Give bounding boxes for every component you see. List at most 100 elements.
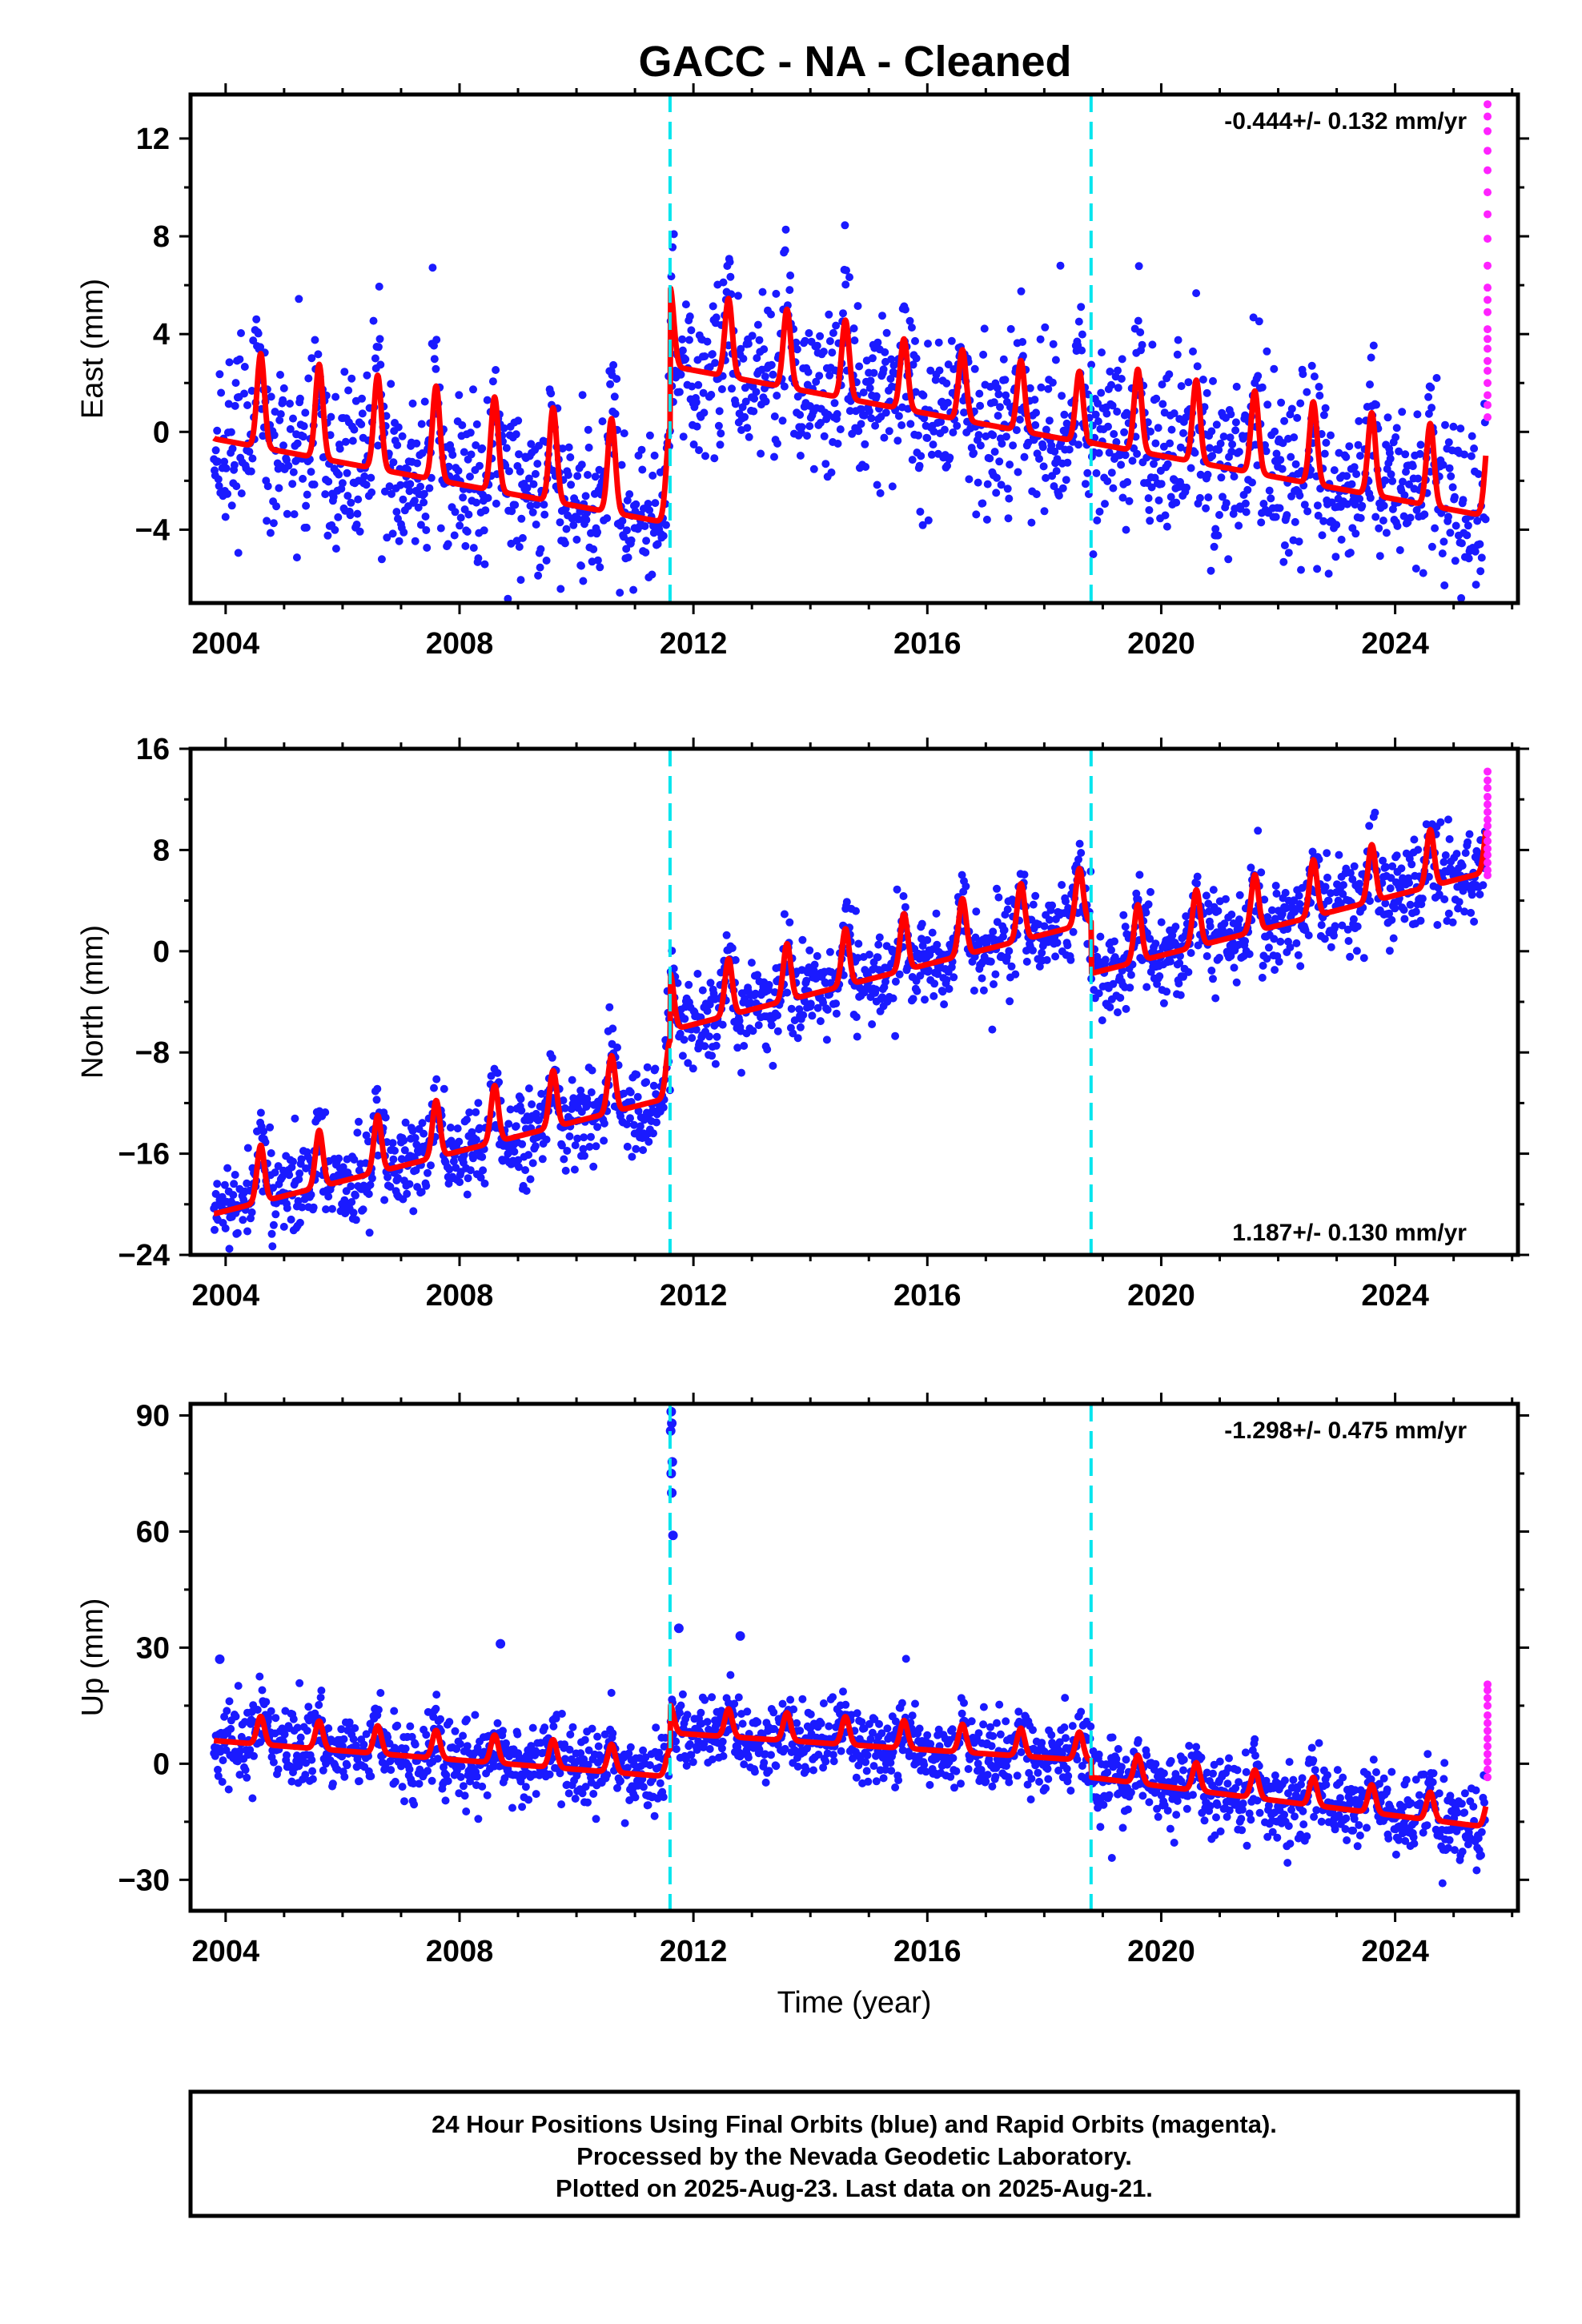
x-tick-label: 2012	[660, 627, 728, 661]
figure-title: GACC - NA - Cleaned	[638, 38, 1071, 86]
rapid-orbit-point	[1484, 1727, 1492, 1735]
rapid-orbit-point	[1484, 1734, 1492, 1743]
rapid-orbit-point	[1484, 1701, 1492, 1710]
rapid-orbit-point	[1484, 100, 1492, 109]
rapid-orbit-point	[1484, 188, 1492, 197]
x-axis-label: Time (year)	[777, 1986, 932, 2020]
x-tick-label: 2024	[1361, 1935, 1429, 1968]
rapid-orbit-point	[1484, 308, 1492, 316]
rate-label: -1.298+/- 0.475 mm/yr	[1224, 1417, 1467, 1444]
x-tick-label: 2012	[660, 1279, 728, 1313]
rapid-orbit-point	[1484, 412, 1492, 421]
x-tick-label: 2024	[1361, 1279, 1429, 1313]
model-curve	[211, 826, 1489, 1216]
rapid-orbit-point	[1484, 1719, 1492, 1727]
rapid-orbit-point	[1484, 844, 1492, 853]
rapid-orbit-point	[1484, 850, 1492, 859]
rapid-orbit-point	[1484, 871, 1492, 879]
x-tick-label: 2008	[426, 1279, 494, 1313]
rapid-orbit-point	[1484, 1686, 1492, 1695]
x-tick-label: 2016	[893, 627, 962, 661]
y-tick-label: 4	[153, 318, 170, 352]
rapid-orbit-point	[1484, 1694, 1492, 1703]
rapid-orbit-point	[1484, 800, 1492, 809]
rapid-orbit-point	[1484, 808, 1492, 816]
y-tick-label: 0	[153, 935, 170, 969]
rapid-orbit-point	[1484, 379, 1492, 388]
rapid-orbit-point	[1484, 793, 1492, 802]
y-tick-label: 8	[153, 220, 170, 254]
x-tick-label: 2012	[660, 1935, 728, 1968]
rapid-orbit-point	[1484, 112, 1492, 121]
model-curve	[211, 1703, 1489, 1829]
final-orbit-points	[210, 808, 1490, 1255]
rapid-orbit-point	[1484, 210, 1492, 219]
x-tick-label: 2020	[1127, 1279, 1195, 1313]
x-tick-label: 2008	[426, 1935, 494, 1968]
final-orbit-dots	[210, 1406, 1490, 1888]
y-tick-label: 12	[136, 123, 170, 156]
rapid-orbit-point	[1484, 166, 1492, 175]
y-tick-label: 8	[153, 834, 170, 867]
rapid-orbit-point	[1484, 261, 1492, 270]
rapid-orbit-point	[1484, 296, 1492, 304]
panel-north: 2004 2008 2012 2016 2020 2024 16 8 0 −8 −16 −24 Nort…	[76, 733, 1529, 1313]
y-tick-label: 0	[153, 416, 170, 449]
panels-group: 2004 2008 2012 2016 2020 2024 12 8 4 0 −4 East (mm)…	[76, 83, 1529, 2020]
y-axis-label: Up (mm)	[76, 1598, 110, 1717]
rapid-orbit-point	[1484, 822, 1492, 830]
footer-frame	[188, 2089, 1520, 2218]
panel-frame	[188, 92, 1520, 605]
y-axis-label: East (mm)	[76, 279, 110, 419]
rapid-orbit-point	[1484, 1711, 1492, 1719]
final-orbit-points	[210, 1406, 1490, 1888]
y-tick-label: −24	[118, 1239, 170, 1273]
rapid-orbit-point	[1484, 858, 1492, 867]
rapid-orbit-point	[1484, 147, 1492, 155]
final-orbit-dots	[210, 808, 1490, 1255]
y-tick-label: 16	[136, 733, 170, 766]
rapid-orbit-point	[1484, 325, 1492, 334]
panel-up: 2004 2008 2012 2016 2020 2024 90 60 30 0 −30 Up (mm…	[76, 1393, 1529, 2020]
y-axis-label: North (mm)	[76, 925, 110, 1079]
rapid-orbit-point	[1484, 1750, 1492, 1759]
model-curve	[211, 286, 1489, 524]
y-tick-label: 90	[136, 1399, 170, 1433]
rapid-orbit-point	[1484, 391, 1492, 400]
x-tick-label: 2004	[192, 627, 260, 661]
rapid-orbit-point	[1484, 366, 1492, 375]
x-tick-label: 2016	[893, 1279, 962, 1313]
x-tick-label: 2024	[1361, 627, 1429, 661]
y-tick-label: 60	[136, 1515, 170, 1549]
rapid-orbit-point	[1484, 776, 1492, 785]
y-tick-label: −30	[118, 1864, 170, 1897]
rapid-orbit-point	[1484, 344, 1492, 353]
footer-line-3: Plotted on 2025-Aug-23. Last data on 202…	[556, 2174, 1153, 2202]
rapid-orbit-point	[1484, 829, 1492, 838]
rapid-orbit-point	[1484, 283, 1492, 292]
rapid-orbit-point	[1484, 1680, 1492, 1689]
rapid-orbit-point	[1484, 335, 1492, 344]
y-tick-label: −16	[118, 1138, 170, 1172]
x-tick-label: 2020	[1127, 1935, 1195, 1968]
y-tick-label: 0	[153, 1747, 170, 1781]
final-orbit-dots	[210, 221, 1490, 603]
rapid-orbit-point	[1484, 127, 1492, 135]
x-tick-label: 2004	[192, 1279, 260, 1313]
rapid-orbit-point	[1484, 1757, 1492, 1766]
rate-label: 1.187+/- 0.130 mm/yr	[1232, 1220, 1467, 1246]
rapid-orbit-point	[1484, 1773, 1492, 1782]
rapid-orbit-point	[1484, 783, 1492, 792]
rapid-orbit-point	[1484, 837, 1492, 846]
y-tick-label: −4	[135, 513, 170, 547]
rapid-orbit-point	[1484, 1742, 1492, 1751]
x-tick-label: 2016	[893, 1935, 962, 1968]
footer-box: 24 Hour Positions Using Final Orbits (bl…	[188, 2089, 1520, 2218]
panel-east: 2004 2008 2012 2016 2020 2024 12 8 4 0 −4 East (mm)…	[76, 83, 1529, 661]
rapid-orbit-point	[1484, 356, 1492, 365]
footer-line-2: Processed by the Nevada Geodetic Laborat…	[576, 2142, 1132, 2170]
rapid-orbit-point	[1484, 1765, 1492, 1774]
footer-line-1: 24 Hour Positions Using Final Orbits (bl…	[432, 2110, 1277, 2138]
rapid-orbit-point	[1484, 815, 1492, 824]
